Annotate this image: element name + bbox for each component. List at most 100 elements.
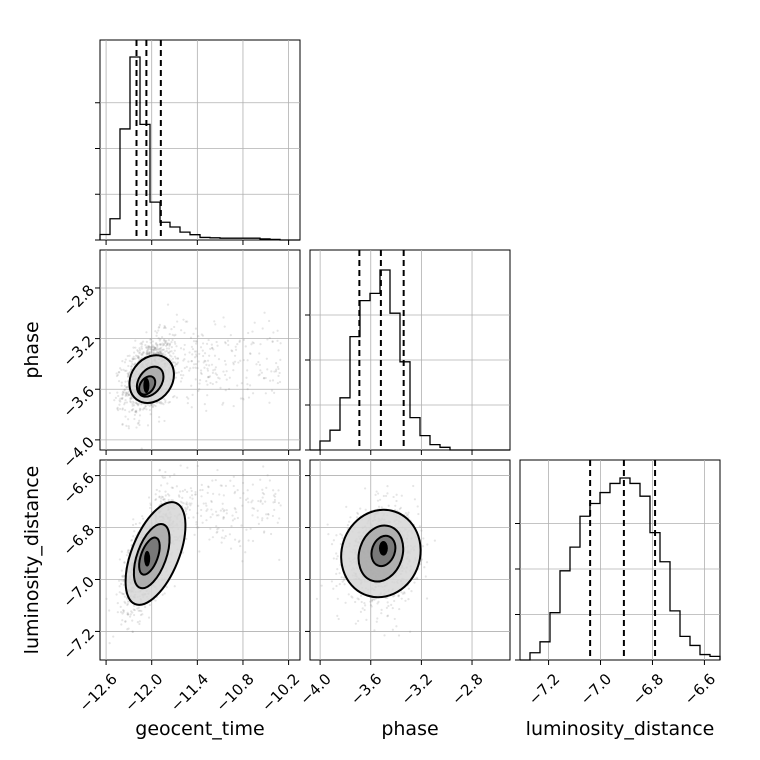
scatter-point — [148, 351, 151, 354]
scatter-point — [267, 513, 270, 516]
scatter-point — [174, 342, 177, 345]
scatter-point — [204, 502, 207, 505]
scatter-point — [130, 538, 134, 542]
scatter-point — [124, 415, 127, 418]
scatter-point — [375, 490, 378, 493]
scatter-point — [404, 599, 407, 602]
scatter-point — [167, 351, 171, 354]
scatter-point — [140, 341, 143, 344]
scatter-point — [126, 611, 129, 615]
scatter-point — [140, 345, 143, 348]
scatter-point — [258, 363, 261, 367]
scatter-point — [164, 401, 167, 404]
scatter-point — [194, 378, 197, 381]
scatter-point — [239, 397, 243, 400]
scatter-point — [384, 494, 388, 498]
scatter-point — [125, 392, 128, 395]
scatter-point — [380, 612, 383, 615]
scatter-point — [158, 347, 161, 351]
scatter-point — [228, 376, 231, 379]
scatter-point — [122, 578, 126, 582]
scatter-point — [277, 367, 280, 371]
scatter-point — [265, 513, 268, 516]
scatter-point — [192, 332, 195, 335]
y-tick-label: −6.6 — [60, 469, 98, 507]
scatter-point — [188, 369, 191, 372]
scatter-point — [335, 552, 338, 555]
scatter-point — [118, 403, 121, 406]
scatter-point — [212, 492, 215, 495]
scatter-point — [268, 479, 271, 482]
scatter-point — [433, 539, 436, 542]
scatter-point — [156, 345, 159, 349]
scatter-point — [123, 401, 127, 404]
scatter-point — [420, 558, 424, 561]
scatter-point — [210, 499, 213, 503]
scatter-point — [127, 548, 130, 552]
scatter-point — [211, 347, 214, 350]
scatter-point — [138, 620, 141, 623]
scatter-point — [140, 403, 143, 406]
scatter-point — [224, 484, 228, 487]
scatter-point — [125, 392, 128, 395]
scatter-point — [244, 345, 247, 348]
scatter-point — [138, 419, 141, 422]
scatter-point — [159, 352, 162, 355]
scatter-point — [116, 373, 119, 377]
scatter-point — [251, 341, 254, 344]
scatter-point — [241, 504, 244, 507]
scatter-point — [326, 523, 329, 526]
scatter-point — [181, 501, 184, 504]
scatter-point — [155, 344, 159, 347]
scatter-point — [121, 396, 124, 399]
scatter-point — [153, 404, 156, 407]
scatter-point — [122, 611, 125, 614]
scatter-point — [218, 493, 221, 496]
y-axis-label-phase: phase — [21, 321, 43, 378]
scatter-point — [357, 598, 360, 601]
scatter-point — [401, 592, 405, 595]
scatter-point — [237, 361, 240, 364]
scatter-point — [127, 373, 130, 376]
scatter-point — [162, 352, 165, 355]
scatter-point — [122, 574, 125, 577]
scatter-point — [132, 518, 135, 521]
scatter-point — [279, 342, 282, 345]
scatter-point — [137, 357, 141, 360]
scatter-point — [162, 498, 165, 501]
x-tick-label: −6.6 — [681, 670, 719, 708]
scatter-point — [152, 352, 155, 355]
scatter-point — [144, 344, 147, 347]
scatter-point — [186, 507, 189, 510]
scatter-point — [120, 623, 123, 626]
scatter-point — [375, 620, 378, 623]
scatter-point — [209, 381, 212, 385]
scatter-point — [196, 367, 199, 370]
scatter-point — [138, 414, 142, 417]
scatter-point — [210, 343, 213, 346]
scatter-point — [157, 329, 160, 332]
scatter-point — [400, 597, 403, 600]
scatter-point — [148, 506, 152, 510]
scatter-point — [159, 351, 162, 355]
scatter-point — [195, 342, 198, 345]
scatter-point — [189, 496, 192, 499]
scatter-point — [257, 360, 260, 364]
scatter-point — [130, 397, 133, 400]
scatter-point — [210, 508, 213, 511]
scatter-point — [403, 591, 406, 594]
scatter-point — [190, 384, 193, 387]
scatter-point — [220, 536, 224, 539]
scatter-point — [115, 372, 118, 375]
scatter-point — [278, 558, 281, 561]
scatter-point — [259, 369, 262, 372]
scatter-point — [130, 396, 133, 400]
scatter-point — [198, 382, 201, 385]
scatter-point — [173, 349, 176, 352]
scatter-point — [216, 530, 219, 533]
scatter-point — [146, 346, 149, 350]
scatter-point — [228, 533, 232, 536]
scatter-point — [145, 352, 148, 355]
scatter-point — [200, 333, 203, 336]
joint-plot-area — [105, 464, 282, 645]
